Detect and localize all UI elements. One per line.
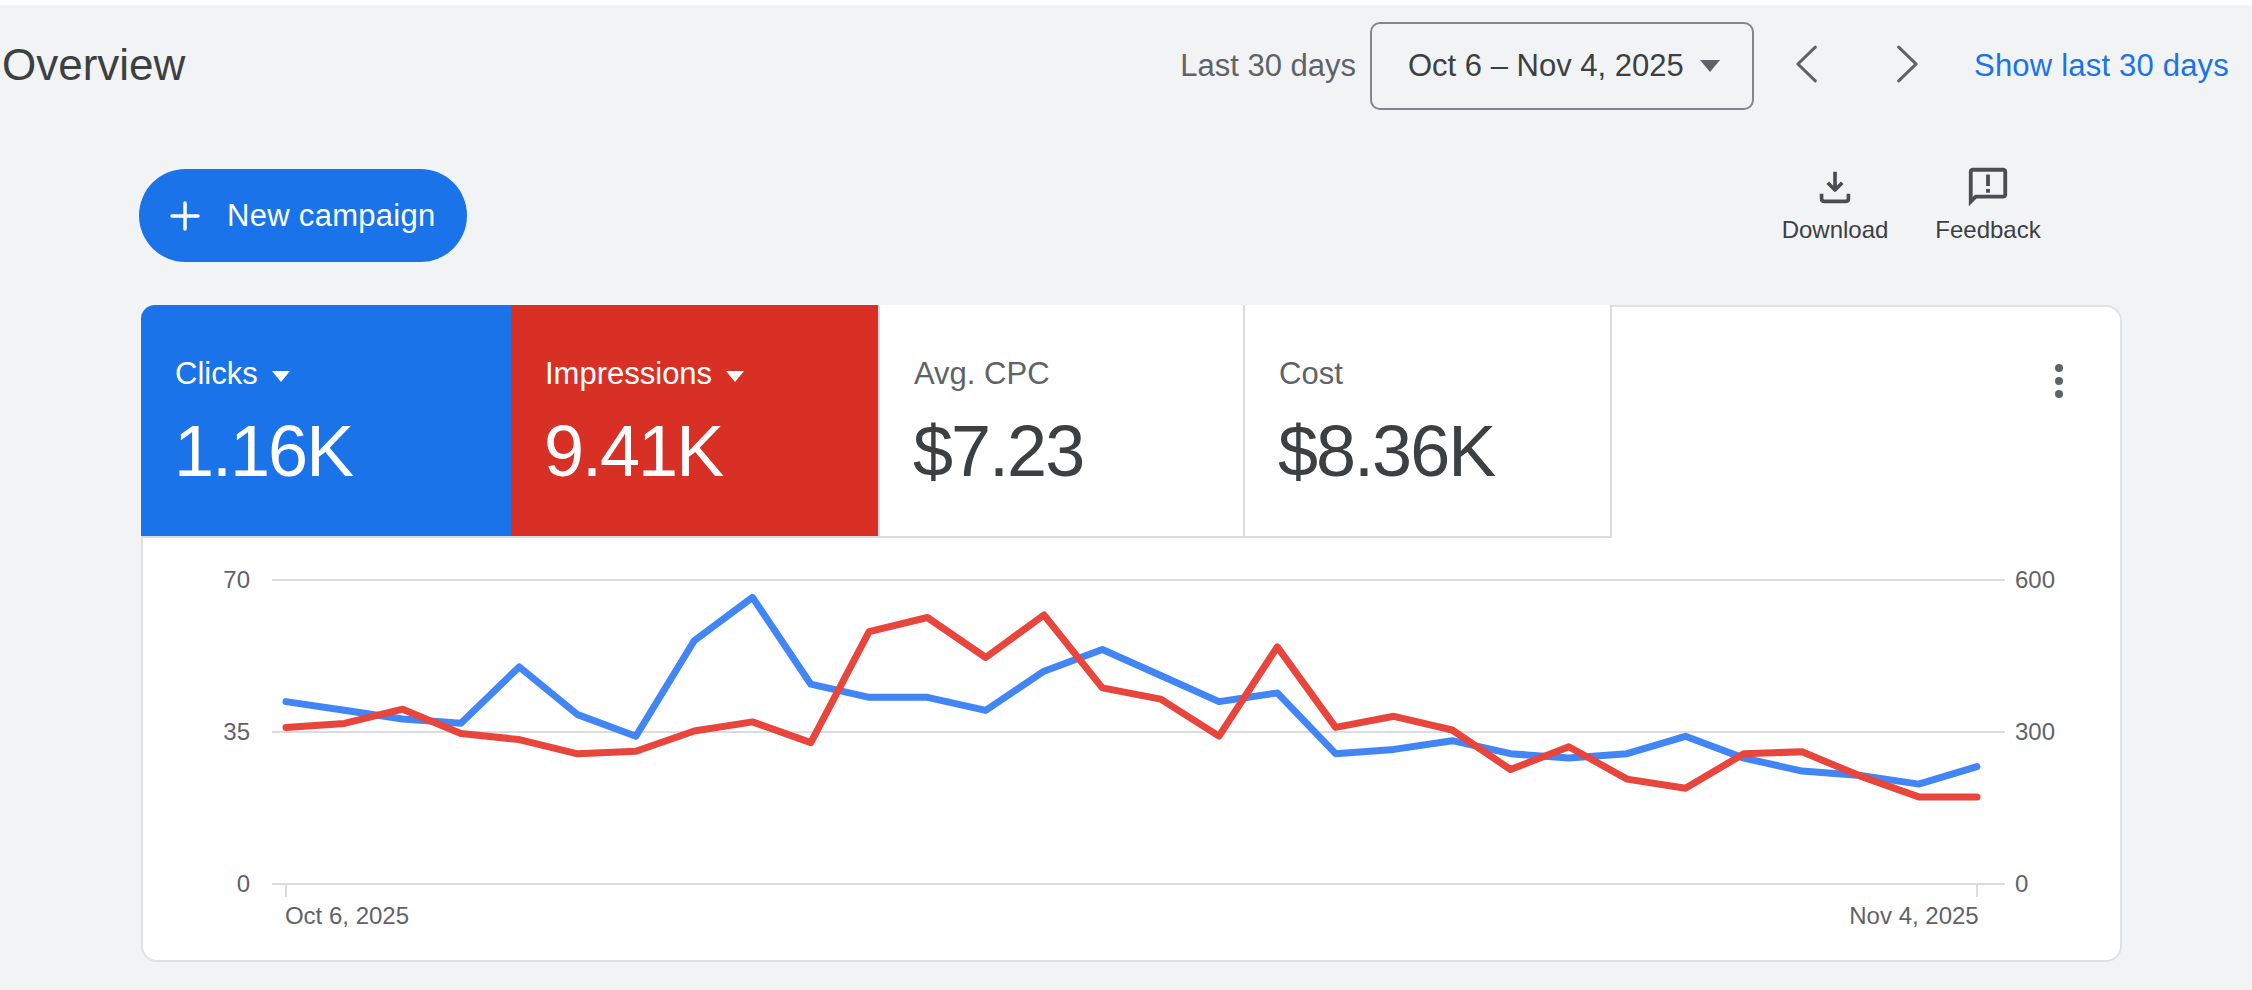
right-axis-tick: 600	[2015, 565, 2135, 595]
impressions-line	[286, 615, 1977, 797]
right-axis-tick: 300	[2015, 717, 2135, 747]
x-axis-end-label: Nov 4, 2025	[1784, 901, 2044, 931]
left-axis-tick: 0	[140, 869, 250, 899]
right-axis-tick: 0	[2015, 869, 2135, 899]
x-axis-start-label: Oct 6, 2025	[217, 901, 477, 931]
left-axis-tick: 70	[140, 565, 250, 595]
left-axis-tick: 35	[140, 717, 250, 747]
time-series-chart	[0, 0, 2252, 990]
